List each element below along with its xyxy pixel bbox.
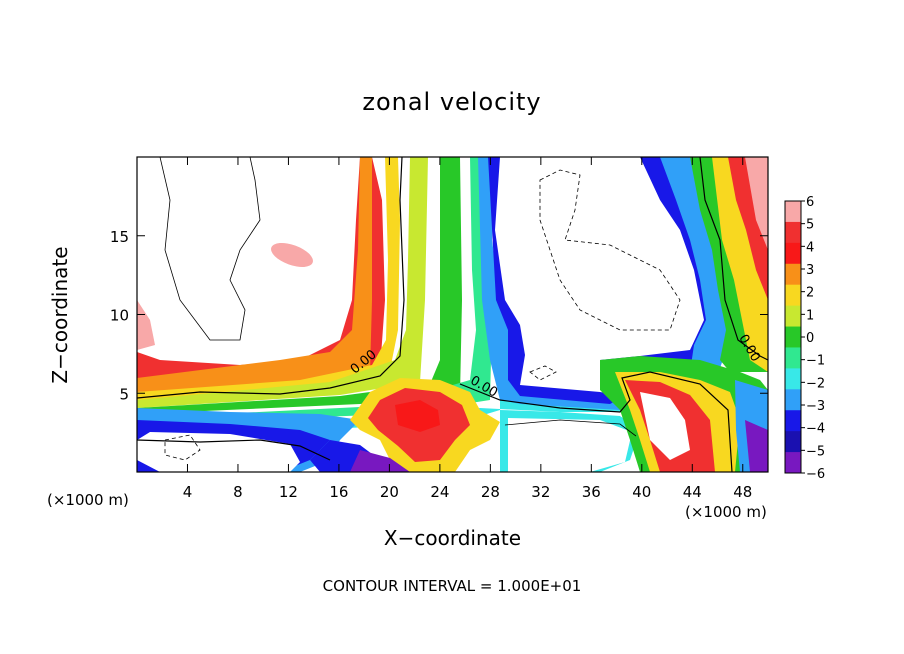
y-tick-label: 10	[110, 307, 129, 325]
colorbar-label: 6	[806, 195, 814, 210]
x-tick-label: 20	[380, 483, 399, 501]
colorbar-label: −5	[806, 444, 825, 459]
x-tick-label: 12	[279, 483, 298, 501]
y-axis: 5 10 15	[110, 228, 768, 403]
contour-interval-value: 1.000E+01	[497, 577, 582, 595]
x-tick-label: 28	[481, 483, 500, 501]
colorbar-label: −6	[806, 467, 825, 482]
colorbar-label: 1	[806, 308, 814, 323]
colorbar-label: 5	[806, 218, 814, 233]
colorbar-swatch	[785, 201, 801, 223]
velocity-field	[137, 157, 768, 472]
colorbar-swatch	[785, 263, 801, 286]
colorbar-swatch	[785, 242, 801, 265]
x-tick-label: 40	[632, 483, 651, 501]
x-tick-label: 36	[582, 483, 601, 501]
y-tick-label: 15	[110, 228, 129, 246]
colorbar-swatch	[785, 452, 801, 474]
colorbar-swatch	[785, 347, 801, 369]
colorbar-label: −3	[806, 399, 825, 414]
colorbar-swatch	[785, 305, 801, 328]
x-tick-label: 44	[683, 483, 702, 501]
colorbar-swatch	[785, 284, 801, 307]
colorbar-label: 2	[806, 286, 814, 301]
x-tick-label: 32	[531, 483, 550, 501]
colorbar-swatch	[785, 410, 801, 432]
x-axis: 4 8 12 16 20 24 28 32 36 40 44 48	[183, 157, 752, 501]
colorbar-swatch	[785, 368, 801, 390]
colorbar-label: −2	[806, 376, 825, 391]
colorbar-label: 4	[806, 240, 814, 255]
x-tick-label: 16	[329, 483, 348, 501]
colorbar-swatch	[785, 326, 801, 348]
y-tick-label: 5	[119, 385, 129, 403]
x-tick-label: 24	[430, 483, 449, 501]
colorbar-swatch	[785, 431, 801, 453]
contour-interval-label: CONTOUR INTERVAL =	[322, 577, 493, 595]
colorbar-label: 3	[806, 263, 814, 278]
chart-title: zonal velocity	[362, 88, 542, 116]
x-tick-label: 48	[733, 483, 752, 501]
x-unit-label-right: (×1000 m)	[685, 503, 767, 521]
x-tick-label: 8	[233, 483, 243, 501]
x-axis-label: X−coordinate	[383, 526, 522, 550]
x-unit-label-left: (×1000 m)	[47, 491, 129, 509]
x-tick-label: 4	[183, 483, 193, 501]
colorbar-label: −1	[806, 354, 825, 369]
y-axis-label: Z−coordinate	[48, 246, 72, 384]
colorbar-label: −4	[806, 422, 825, 437]
colorbar-label: 0	[806, 331, 814, 346]
colorbar-swatch	[785, 389, 801, 411]
colorbar-swatch	[785, 221, 801, 244]
contour-interval-note: CONTOUR INTERVAL = 1.000E+01	[0, 577, 904, 595]
colorbar: 6 5 4 3 2 1 0 −1 −2 −3 −4 −5 −6	[784, 195, 825, 482]
